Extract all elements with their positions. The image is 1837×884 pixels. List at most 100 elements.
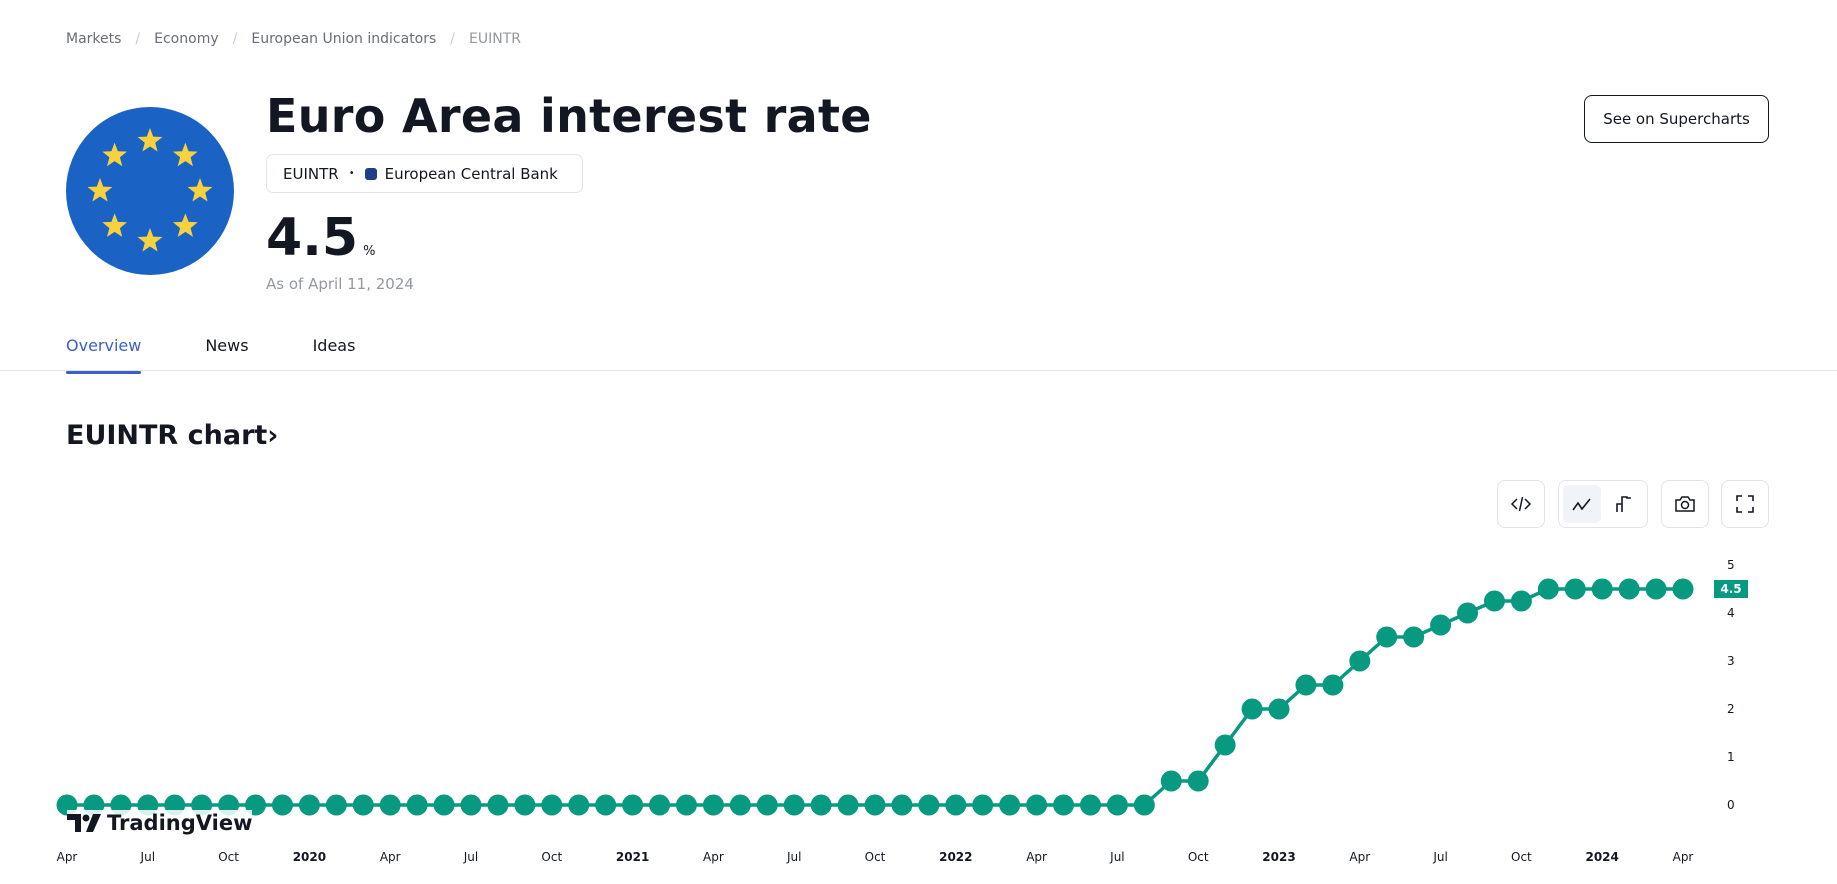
data-point: [406, 794, 428, 816]
data-point: [1160, 770, 1182, 792]
separator-dot: •: [348, 168, 355, 179]
data-point: [1053, 794, 1075, 816]
data-point: [1241, 698, 1263, 720]
current-value: 4.5: [266, 208, 359, 268]
x-tick-label: Jul: [1109, 850, 1124, 864]
x-tick-label: Oct: [865, 850, 886, 864]
data-point: [1483, 590, 1505, 612]
data-point: [1591, 578, 1613, 600]
interest-rate-chart[interactable]: 0 1 2 3 4 5 Apr Jul Oct 2020 Apr Jul Oct 2021 Apr Jul Oc…: [0, 540, 1837, 884]
data-point: [541, 794, 563, 816]
step-chart-button[interactable]: [1605, 485, 1643, 523]
data-point: [1079, 794, 1101, 816]
data-point: [1510, 590, 1532, 612]
tab-bar: Overview News Ideas: [66, 336, 419, 374]
data-point: [1106, 794, 1128, 816]
data-point: [1618, 578, 1640, 600]
data-point: [460, 794, 482, 816]
data-point: [702, 794, 724, 816]
tradingview-logo[interactable]: TradingView: [67, 810, 253, 836]
y-tick-label: 5: [1727, 558, 1735, 572]
current-value-row: 4.5 %: [266, 210, 375, 266]
symbol-label: EUINTR: [283, 164, 339, 183]
chart-style-toggle: [1558, 480, 1648, 528]
data-point: [810, 794, 832, 816]
data-point: [675, 794, 697, 816]
data-point: [891, 794, 913, 816]
x-tick-label: Oct: [541, 850, 562, 864]
x-tick-label: Jul: [140, 850, 155, 864]
data-point: [1349, 650, 1371, 672]
flag-star: [102, 213, 127, 237]
tab-ideas[interactable]: Ideas: [312, 336, 356, 355]
data-point: [487, 794, 509, 816]
line-chart-button[interactable]: [1563, 485, 1601, 523]
data-point: [1268, 698, 1290, 720]
data-point: [1672, 578, 1694, 600]
data-point: [1564, 578, 1586, 600]
snapshot-button[interactable]: [1661, 480, 1709, 528]
data-point: [1376, 626, 1398, 648]
eu-flag-icon: [66, 107, 234, 275]
page-title: Euro Area interest rate: [266, 89, 872, 143]
step-line-chart-icon: [1616, 496, 1631, 512]
flag-star: [102, 142, 127, 167]
data-point: [1026, 794, 1048, 816]
line-chart-icon: [1572, 498, 1591, 511]
embed-code-icon: [1510, 496, 1532, 512]
as-of-date: As of April 11, 2024: [266, 275, 414, 293]
fullscreen-button[interactable]: [1721, 480, 1769, 528]
flag-star: [137, 228, 163, 252]
data-point: [1214, 734, 1236, 756]
x-tick-label: Oct: [1188, 850, 1209, 864]
data-point: [271, 794, 293, 816]
y-tick-label: 3: [1727, 654, 1735, 668]
x-tick-label: Jul: [786, 850, 801, 864]
breadcrumb-eu-indicators[interactable]: European Union indicators: [251, 31, 437, 47]
flag-star: [187, 178, 213, 202]
value-unit: %: [363, 244, 376, 259]
see-on-supercharts-button[interactable]: See on Supercharts: [1584, 95, 1769, 143]
x-tick-label: 2022: [939, 850, 972, 864]
tab-divider: [0, 370, 1837, 371]
flag-star: [173, 213, 198, 237]
data-point: [864, 794, 886, 816]
chart-title-link[interactable]: EUINTR chart›: [66, 420, 278, 451]
data-point: [514, 794, 536, 816]
data-point: [568, 794, 590, 816]
y-tick-label: 2: [1727, 702, 1735, 716]
y-tick-label: 1: [1727, 750, 1735, 764]
y-tick-label: 0: [1727, 798, 1735, 812]
data-point: [918, 794, 940, 816]
tradingview-logo-text: TradingView: [107, 811, 253, 835]
tab-news[interactable]: News: [205, 336, 249, 355]
data-point: [1537, 578, 1559, 600]
breadcrumb-markets[interactable]: Markets: [66, 31, 122, 47]
flag-star: [173, 142, 198, 167]
data-point: [945, 794, 967, 816]
fullscreen-icon: [1736, 495, 1754, 513]
x-tick-label: Apr: [703, 850, 724, 864]
tab-overview[interactable]: Overview: [66, 336, 142, 374]
embed-button[interactable]: [1497, 480, 1545, 528]
breadcrumb: Markets / Economy / European Union indicat…: [66, 31, 521, 47]
data-point: [379, 794, 401, 816]
data-point: [729, 794, 751, 816]
breadcrumb-economy[interactable]: Economy: [154, 31, 219, 47]
x-tick-label: Oct: [1511, 850, 1532, 864]
x-tick-label: Apr: [1673, 850, 1694, 864]
breadcrumb-separator: /: [135, 31, 141, 47]
last-value-badge: [1714, 580, 1748, 598]
x-tick-label: 2020: [293, 850, 326, 864]
camera-icon: [1675, 496, 1695, 512]
data-point: [972, 794, 994, 816]
source-label: European Central Bank: [384, 164, 558, 183]
flag-star: [137, 128, 163, 152]
x-tick-label: Apr: [1026, 850, 1047, 864]
data-point: [1322, 674, 1344, 696]
symbol-chip[interactable]: EUINTR • European Central Bank: [266, 154, 583, 193]
breadcrumb-separator: /: [232, 31, 238, 47]
chevron-right-icon: ›: [267, 420, 279, 451]
data-point: [352, 794, 374, 816]
x-tick-label: 2021: [616, 850, 649, 864]
